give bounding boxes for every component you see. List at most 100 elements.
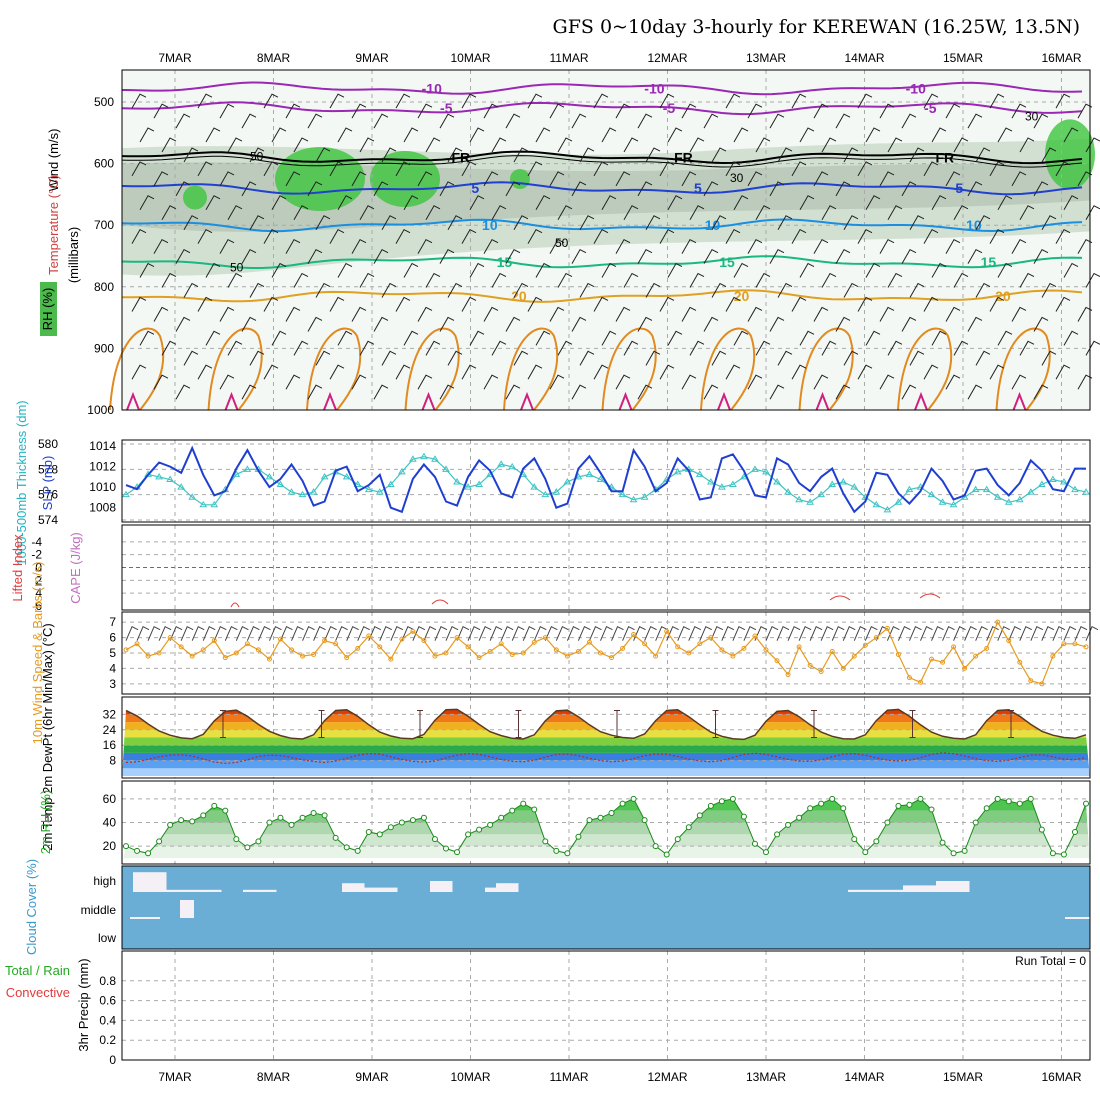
thickness-point: [795, 495, 803, 503]
wind-speed-point: [995, 619, 1001, 625]
wind-barb: [799, 262, 815, 278]
thickness-point: [905, 485, 914, 493]
wind-speed-point: [973, 653, 979, 659]
surface-temp-contour: [109, 327, 165, 411]
wind-barb: [557, 137, 573, 153]
rh-point: [498, 814, 505, 821]
high-cloud-bar: [265, 889, 277, 892]
wind-barb: [835, 316, 851, 332]
rh-point: [465, 831, 472, 838]
wind-barb: [1055, 296, 1071, 312]
wind-barb: [425, 272, 441, 288]
wind-barb: [183, 215, 199, 231]
rh2m-axis-label: 2m RH (%): [38, 790, 53, 854]
wind-barb: [351, 239, 367, 254]
high-cloud-bar: [177, 889, 189, 892]
wind-barb: [557, 340, 573, 356]
wind-barb: [1033, 316, 1049, 332]
rh-point: [707, 802, 714, 809]
wind-barb: [241, 181, 257, 197]
wind-barb: [527, 296, 543, 312]
surface-temp-contour: [995, 327, 1051, 411]
wind-barb: [315, 282, 331, 298]
wind-barb: [271, 195, 287, 211]
date-label-top: 13MAR: [746, 51, 786, 65]
wind-barb: [478, 625, 492, 641]
wind-barb: [417, 239, 433, 254]
high-cloud-bar: [947, 881, 959, 892]
wind-barb: [483, 306, 499, 322]
rh-point: [266, 819, 273, 826]
isotherm-label: 20: [511, 288, 527, 304]
isotherm-line: [121, 181, 1083, 196]
wind-barb: [747, 103, 763, 119]
wind-barb: [997, 330, 1013, 346]
thickness-point: [828, 480, 837, 488]
rh-point: [509, 807, 516, 814]
wind-barb: [139, 262, 155, 278]
wind-barb: [263, 364, 279, 380]
wind-barb: [923, 296, 939, 312]
thickness-point: [166, 475, 175, 482]
wind-barb: [285, 239, 301, 254]
wind-speed-point: [123, 647, 129, 653]
slp-tick-label: 1012: [89, 460, 116, 474]
rh-color-band: [122, 834, 1090, 847]
wind-speed-point: [355, 645, 361, 651]
wind-barb: [857, 364, 873, 380]
high-cloud-bar: [375, 887, 387, 892]
rh-point: [1016, 800, 1023, 807]
wind-barb: [197, 161, 213, 177]
wind-barb: [337, 262, 353, 278]
rh-point: [608, 810, 615, 817]
wind-barb: [263, 296, 279, 312]
wind-barb: [461, 161, 477, 177]
panel-frame: [121, 524, 1091, 611]
wind-barb: [732, 625, 746, 641]
wind-speed-point: [377, 644, 383, 650]
thickness-point: [1004, 498, 1013, 505]
wind-barb: [379, 625, 393, 641]
wind-barb: [601, 127, 617, 143]
wind-barb: [483, 171, 499, 187]
wind-barb: [1033, 384, 1049, 400]
high-cloud-bar: [353, 883, 365, 892]
date-label-top: 8MAR: [257, 51, 291, 65]
wind-barb: [351, 103, 367, 119]
wind-barb: [205, 262, 221, 278]
wind-barb: [799, 195, 815, 211]
isotherm-line: [121, 218, 1083, 233]
wind-barb: [681, 171, 697, 187]
wind-barb: [799, 330, 815, 346]
rh-point: [763, 849, 769, 856]
wind-barb: [645, 147, 661, 163]
wind-barb: [241, 384, 257, 400]
wind-barb: [461, 229, 477, 244]
isotherm-label: FR: [451, 149, 470, 165]
panel-frame: [121, 69, 1091, 411]
wind-barb: [483, 239, 499, 254]
thickness-point: [640, 493, 649, 500]
wind-speed-point: [542, 635, 548, 641]
wind-barb: [853, 625, 867, 641]
wind-barb: [1055, 364, 1071, 380]
wind-barb: [197, 296, 213, 312]
rh-point: [564, 850, 571, 857]
wind-barb: [755, 137, 771, 153]
temp-color-band: [122, 760, 1090, 769]
wind-barb: [280, 625, 293, 641]
wind-barb: [831, 625, 845, 641]
wind-barb: [249, 350, 265, 366]
thickness-point: [673, 467, 682, 475]
cloud-tick-label: low: [98, 931, 116, 945]
wind-speed-point: [421, 638, 427, 644]
wind-barb: [337, 330, 353, 346]
wind-barb: [711, 282, 727, 298]
rh-point: [939, 839, 946, 846]
rh-point: [1049, 850, 1056, 857]
wind-barb: [1008, 625, 1021, 641]
wind-barb: [445, 625, 459, 641]
wind-speed-point: [487, 648, 493, 654]
wind-barb: [227, 272, 243, 288]
wind-barb: [1019, 205, 1035, 221]
